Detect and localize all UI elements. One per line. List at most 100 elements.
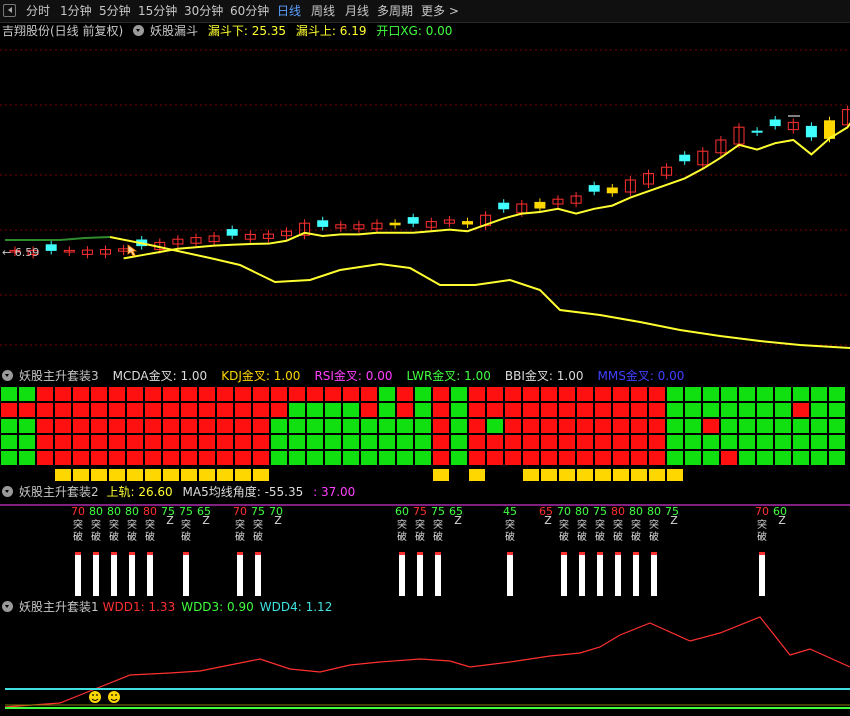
- timeframe-tab-4[interactable]: 30分钟: [184, 4, 224, 18]
- signal-label-top-21: 突: [631, 518, 641, 531]
- grid-cell: [1, 403, 17, 417]
- signal-bar-cap-11: [399, 552, 405, 555]
- timeframe-tab-9[interactable]: 多周期: [377, 4, 414, 18]
- signal-label-bottom-12: 破: [415, 530, 425, 543]
- grid-cell: [397, 435, 413, 449]
- grid-cell: [343, 451, 359, 465]
- grid-cell: [271, 403, 287, 417]
- signal-value-1: 80: [89, 505, 103, 518]
- grid-cell: [163, 403, 179, 417]
- grid-cell: [631, 451, 647, 465]
- grid-cell: [253, 451, 269, 465]
- candle-19: [353, 224, 365, 230]
- candle-41: [751, 130, 763, 133]
- candle-25: [462, 221, 473, 225]
- grid-cell: [379, 419, 395, 433]
- timeframe-tab-10[interactable]: 更多 >: [421, 4, 459, 18]
- grid-cell: [199, 403, 215, 417]
- timeframe-tab-5[interactable]: 60分钟: [230, 4, 270, 18]
- yellow-cell: [145, 469, 161, 481]
- grid-cell: [793, 451, 809, 465]
- grid-cell: [253, 419, 269, 433]
- candle-20: [371, 222, 383, 230]
- collapse-panel-icon[interactable]: [3, 4, 16, 17]
- candle-17: [317, 220, 329, 227]
- timeframe-tab-0[interactable]: 分时: [26, 4, 51, 18]
- candlestick-chart[interactable]: [0, 40, 850, 368]
- timeframe-tab-6[interactable]: 日线: [277, 4, 302, 18]
- grid-cell: [685, 387, 701, 401]
- signal-label-bottom-18: 破: [577, 530, 587, 543]
- grid-cell: [289, 403, 305, 417]
- grid-cell: [721, 387, 737, 401]
- open-xg-label: 开口XG: 0.00: [376, 24, 453, 38]
- panel3-item-5: MMS金叉: 0.00: [597, 369, 685, 383]
- grid-cell: [793, 403, 809, 417]
- panel2-title[interactable]: 妖股主升套装2: [19, 485, 99, 499]
- signal-label-top-2: 突: [109, 518, 119, 531]
- panel1-dropdown-icon[interactable]: [2, 601, 13, 612]
- indicator-name[interactable]: 妖股漏斗: [150, 24, 199, 38]
- panel1-title[interactable]: 妖股主升套装1: [19, 600, 99, 614]
- signal-label-bottom-24: 破: [757, 530, 767, 543]
- signal-z-23: Z: [670, 514, 678, 527]
- candle-5: [100, 249, 111, 255]
- grid-cell: [55, 387, 71, 401]
- signal-label-bottom-3: 破: [127, 530, 137, 543]
- grid-cell: [757, 419, 773, 433]
- candle-27: [498, 202, 510, 210]
- signal-label-bottom-13: 破: [433, 530, 443, 543]
- grid-cell: [145, 403, 161, 417]
- signal-value-20: 80: [611, 505, 625, 518]
- grid-cell: [289, 451, 305, 465]
- signal-label-bottom-11: 破: [397, 530, 407, 543]
- grid-cell: [127, 451, 143, 465]
- signal-bar-cap-18: [579, 552, 585, 555]
- timeframe-toolbar: 分时 1分钟 5分钟 15分钟 30分钟 60分钟 日线 周线 月线 多周期 更多 >: [0, 0, 850, 23]
- signal-bar-cap-24: [759, 552, 765, 555]
- grid-cell: [163, 451, 179, 465]
- timeframe-tab-7[interactable]: 周线: [311, 4, 336, 18]
- signal-label-top-22: 突: [649, 518, 659, 531]
- signal-bar-18: [579, 552, 585, 596]
- yellow-cell: [577, 469, 593, 481]
- panel3-title[interactable]: 妖股主升套装3: [19, 369, 99, 383]
- signal-bar-17: [561, 552, 567, 596]
- grid-cell: [793, 435, 809, 449]
- grid-cell: [793, 419, 809, 433]
- timeframe-tab-3[interactable]: 15分钟: [138, 4, 178, 18]
- grid-cell: [361, 403, 377, 417]
- grid-cell: [37, 403, 53, 417]
- indicator-dropdown-icon[interactable]: [133, 25, 145, 36]
- signal-value-24: 70: [755, 505, 769, 518]
- grid-cell: [181, 403, 197, 417]
- grid-cell: [73, 419, 89, 433]
- smile-icon-eye: [92, 694, 94, 696]
- grid-cell: [631, 387, 647, 401]
- grid-cell: [577, 435, 593, 449]
- panel3-dropdown-icon[interactable]: [2, 370, 13, 381]
- timeframe-tab-2[interactable]: 5分钟: [99, 4, 131, 18]
- signal-bar-15: [507, 552, 513, 596]
- grid-cell: [91, 451, 107, 465]
- timeframe-tab-1[interactable]: 1分钟: [60, 4, 92, 18]
- signal-value-17: 70: [557, 505, 571, 518]
- grid-cell: [703, 435, 719, 449]
- grid-cell: [361, 435, 377, 449]
- panel2-dropdown-icon[interactable]: [2, 486, 13, 497]
- grid-cell: [91, 387, 107, 401]
- grid-cell: [307, 451, 323, 465]
- grid-cell: [37, 387, 53, 401]
- grid-cell: [793, 387, 809, 401]
- grid-cell: [109, 435, 125, 449]
- yellow-cell: [613, 469, 629, 481]
- signal-label-bottom-9: 破: [253, 530, 263, 543]
- grid-cell: [613, 435, 629, 449]
- grid-cell: [415, 403, 431, 417]
- grid-cell: [253, 403, 269, 417]
- yellow-cell: [73, 469, 89, 481]
- grid-cell: [703, 419, 719, 433]
- wdd1-line: [4, 616, 850, 708]
- timeframe-tab-8[interactable]: 月线: [345, 4, 370, 18]
- signal-value-18: 80: [575, 505, 589, 518]
